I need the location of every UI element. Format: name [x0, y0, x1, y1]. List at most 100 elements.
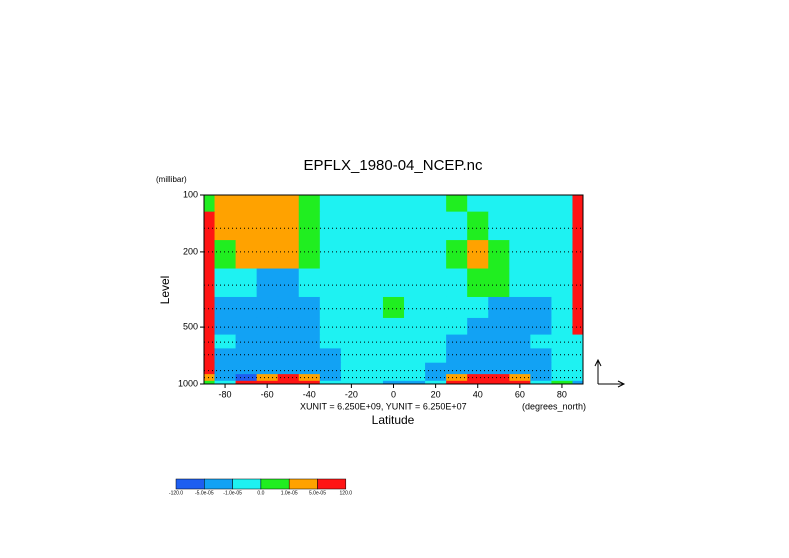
contour-cell [277, 296, 300, 319]
y-axis-label: Level [158, 276, 172, 305]
x-tick-label: -60 [261, 389, 274, 399]
contour-cell [382, 362, 405, 375]
contour-cell [488, 296, 510, 319]
contour-cell [551, 380, 573, 385]
contour-cell [298, 195, 321, 213]
contour-cell [214, 348, 237, 364]
contour-cell [572, 380, 584, 385]
contour-cell [361, 362, 384, 375]
contour-cell [256, 195, 279, 213]
contour-cell [214, 296, 237, 319]
y-tick-label: 100 [183, 189, 198, 199]
contour-cell [530, 211, 552, 241]
contour-cell [509, 240, 531, 270]
contour-cell [361, 380, 384, 385]
contour-cell [404, 374, 426, 382]
x-tick-label: 20 [431, 389, 441, 399]
colorbar-label: 5.0e-05 [309, 490, 326, 496]
contour-cell [488, 348, 510, 364]
contour-cell [235, 211, 258, 241]
contour-cell [551, 334, 573, 349]
contour-cell [509, 195, 531, 213]
contour-cell [446, 240, 468, 270]
contour-cell [256, 362, 279, 375]
x-tick-label: -20 [345, 389, 358, 399]
contour-cell [340, 296, 363, 319]
contour-cell [404, 334, 426, 349]
contour-cell [446, 348, 468, 364]
contour-cell [214, 268, 237, 298]
contour-cell [256, 380, 279, 385]
contour-cell [361, 240, 384, 270]
contour-cell [319, 334, 342, 349]
x-units: (degrees_north) [522, 401, 586, 411]
contour-cell [298, 240, 321, 270]
x-tick-label: 80 [557, 389, 567, 399]
contour-cell [509, 380, 531, 385]
x-tick-label: 60 [515, 389, 525, 399]
contour-cell [256, 240, 279, 270]
contour-cell [467, 374, 489, 382]
contour-cell [340, 317, 363, 336]
contour-cell [277, 317, 300, 336]
contour-cell [319, 380, 342, 385]
contour-cell [404, 240, 426, 270]
contour-cell [467, 195, 489, 213]
contour-cell [446, 362, 468, 375]
contour-cell [256, 317, 279, 336]
contour-cell [256, 211, 279, 241]
contour-cell [298, 317, 321, 336]
contour-cell [340, 348, 363, 364]
contour-cell [204, 296, 216, 319]
y-units: (millibar) [156, 175, 187, 184]
contour-cell [467, 334, 489, 349]
contour-cell [446, 380, 468, 385]
contour-cell [551, 268, 573, 298]
contour-cell [319, 348, 342, 364]
colorbar-box [204, 478, 233, 490]
contour-cell [340, 211, 363, 241]
contour-cell [488, 211, 510, 241]
contour-cell [530, 195, 552, 213]
contour-cell [382, 317, 405, 336]
contour-cell [404, 362, 426, 375]
contour-cell [235, 334, 258, 349]
contour-cell [214, 240, 237, 270]
contour-cell [572, 348, 584, 364]
contour-cell [446, 195, 468, 213]
contour-cell [382, 348, 405, 364]
contour-cell [256, 268, 279, 298]
contour-cell [235, 195, 258, 213]
contour-cell [298, 334, 321, 349]
contour-cell [382, 268, 405, 298]
contour-cell [319, 317, 342, 336]
contour-cell [204, 195, 216, 213]
contour-cell [256, 374, 279, 382]
contour-cell [551, 195, 573, 213]
contour-cell [467, 296, 489, 319]
y-tick-label: 200 [183, 246, 198, 256]
contour-cell [235, 268, 258, 298]
contour-cell [404, 317, 426, 336]
contour-cell [572, 268, 584, 298]
contour-cell [404, 296, 426, 319]
contour-cell [467, 317, 489, 336]
contour-cell [298, 348, 321, 364]
contour-cell [467, 380, 489, 385]
contour-cell [572, 240, 584, 270]
contour-cell [467, 211, 489, 241]
contour-cell [382, 374, 405, 382]
contour-cell [572, 374, 584, 382]
colorbar-box [260, 478, 290, 490]
contour-cell [488, 268, 510, 298]
contour-cell [530, 334, 552, 349]
contour-cell [425, 268, 447, 298]
contour-cell [256, 348, 279, 364]
contour-cell [404, 380, 426, 385]
contour-cell [404, 268, 426, 298]
contour-cell [382, 195, 405, 213]
contour-cell [425, 348, 447, 364]
contour-cell [298, 211, 321, 241]
contour-cell [509, 317, 531, 336]
